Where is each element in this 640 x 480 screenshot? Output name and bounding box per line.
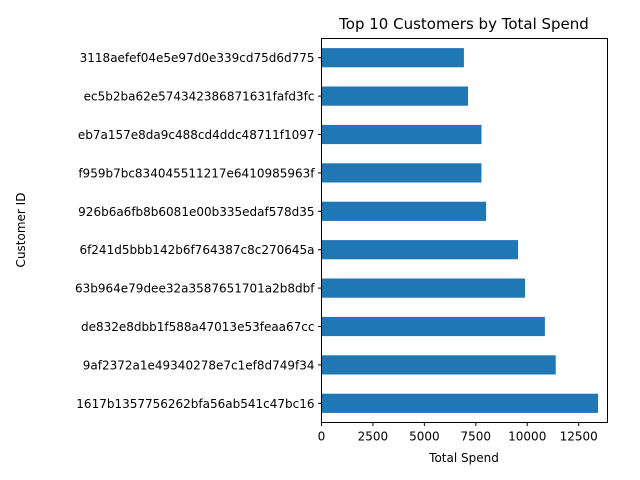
x-tick-label: 10000 — [508, 430, 546, 444]
bar-f959b7bc834045511217e6410985963f — [321, 163, 482, 183]
y-tick-label: f959b7bc834045511217e6410985963f — [78, 166, 315, 180]
bar-6f241d5bbb142b6f764387c8c270645a — [321, 240, 519, 260]
y-tick-label: 63b964e79dee32a3587651701a2b8dbf — [75, 282, 315, 296]
plot-frame — [321, 38, 608, 423]
y-tick-label: de832e8dbb1f588a47013e53feaa67cc — [81, 320, 315, 334]
chart-title: Top 10 Customers by Total Spend — [338, 15, 589, 33]
y-tick-label: eb7a157e8da9c488cd4ddc48711f1097 — [78, 128, 315, 142]
bar-63b964e79dee32a3587651701a2b8dbf — [321, 278, 525, 298]
bar-ec5b2ba62e574342386871631fafd3fc — [321, 86, 469, 106]
x-tick-label: 12500 — [560, 430, 598, 444]
x-axis-ticks: 0 2500 5000 7500 10000 12500 — [318, 422, 598, 444]
y-tick-label: 9af2372a1e49340278e7c1ef8d749f34 — [83, 358, 315, 372]
bar-de832e8dbb1f588a47013e53feaa67cc — [321, 316, 545, 337]
bars — [321, 48, 599, 413]
bar-9af2372a1e49340278e7c1ef8d749f34 — [321, 355, 556, 375]
y-axis-ticks: 1617b1357756262bfa56ab541c47bc16 9af2372a… — [75, 51, 322, 411]
x-axis-label: Total Spend — [428, 451, 499, 465]
bar-926b6a6fb8b6081e00b335edaf578d35 — [321, 201, 487, 221]
bar-1617b1357756262bfa56ab541c47bc16 — [321, 393, 599, 413]
x-tick-label: 0 — [318, 430, 326, 444]
x-tick-label: 7500 — [461, 430, 492, 444]
y-tick-label: ec5b2ba62e574342386871631fafd3fc — [84, 90, 315, 104]
y-tick-label: 926b6a6fb8b6081e00b335edaf578d35 — [78, 205, 314, 219]
y-axis-label: Customer ID — [14, 193, 28, 268]
y-tick-label: 3118aefef04e5e97d0e339cd75d6d775 — [80, 51, 315, 65]
y-tick-label: 6f241d5bbb142b6f764387c8c270645a — [79, 243, 314, 257]
bar-eb7a157e8da9c488cd4ddc48711f1097 — [321, 124, 482, 145]
bar-3118aefef04e5e97d0e339cd75d6d775 — [321, 48, 464, 68]
y-tick-label: 1617b1357756262bfa56ab541c47bc16 — [76, 397, 314, 411]
x-tick-label: 2500 — [358, 430, 389, 444]
x-tick-label: 5000 — [409, 430, 440, 444]
